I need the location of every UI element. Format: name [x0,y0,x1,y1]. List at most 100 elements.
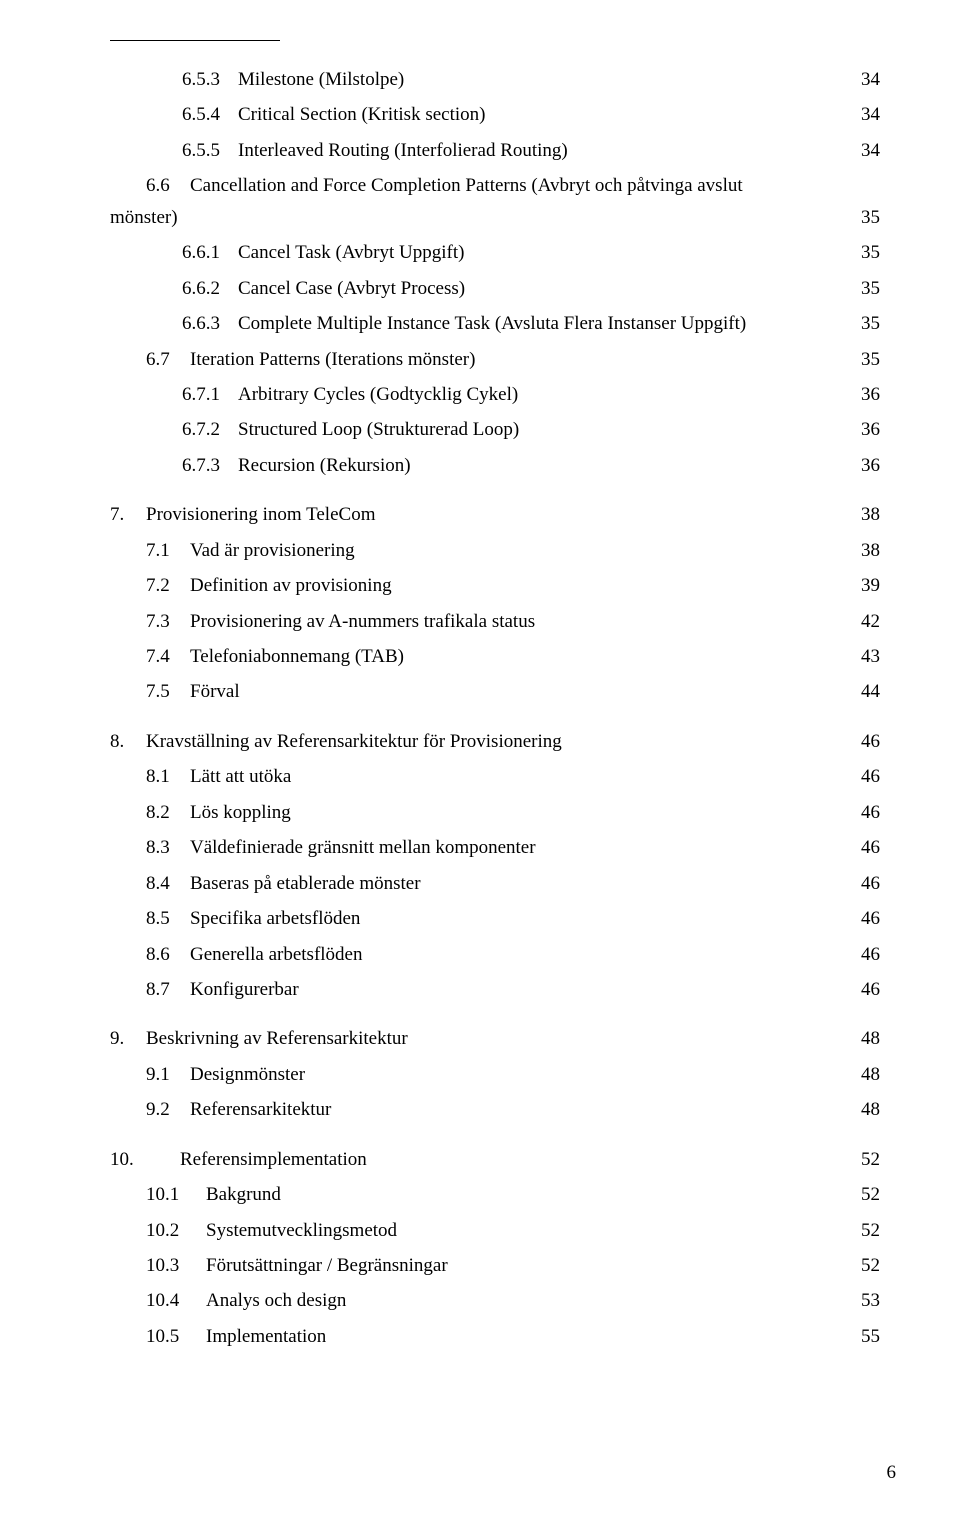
toc-entry-wrap: mönster) 35 [110,203,880,232]
toc-title: Lätt att utöka [190,762,850,791]
toc-title: Förval [190,677,850,706]
section-gap [110,1131,880,1145]
toc-number: 10.5 [146,1322,206,1351]
toc-number: 7.2 [146,571,190,600]
toc-title: Iteration Patterns (Iterations mönster) [190,345,850,374]
toc-page: 52 [850,1145,880,1174]
toc-title: Bakgrund [206,1180,850,1209]
toc-number: 6.7.2 [182,415,238,444]
toc-number: 6.6.3 [182,309,238,338]
toc-number: 6.6 [146,171,190,200]
toc-number: 7. [110,500,146,529]
toc-page: 43 [850,642,880,671]
toc-number: 8.3 [146,833,190,862]
toc-number: 6.6.2 [182,274,238,303]
toc-title: Milestone (Milstolpe) [238,65,850,94]
toc-page: 52 [850,1251,880,1280]
toc-number: 10.1 [146,1180,206,1209]
toc-page: 35 [850,238,880,267]
toc-number: 6.5.4 [182,100,238,129]
toc-title: Lös koppling [190,798,850,827]
toc-entry: 6.7.3 Recursion (Rekursion) 36 [110,451,880,480]
toc-entry: 8.5 Specifika arbetsflöden 46 [110,904,880,933]
toc-title: Interleaved Routing (Interfolierad Routi… [238,136,850,165]
toc-page: 34 [850,136,880,165]
toc-number: 7.1 [146,536,190,565]
toc-page: 38 [850,536,880,565]
toc-page: 42 [850,607,880,636]
toc-page: 36 [850,380,880,409]
toc-number: 6.7.1 [182,380,238,409]
toc-page: 46 [850,940,880,969]
toc-page: 48 [850,1024,880,1053]
toc-page: 55 [850,1322,880,1351]
toc-entry: 9.2 Referensarkitektur 48 [110,1095,880,1124]
toc-number: 7.5 [146,677,190,706]
toc-number: 10. [110,1145,180,1174]
toc-page: 34 [850,65,880,94]
toc-title: Beskrivning av Referensarkitektur [146,1024,850,1053]
toc-page: 35 [850,345,880,374]
toc-page: 36 [850,415,880,444]
toc-page: 39 [850,571,880,600]
toc-title: Väldefinierade gränsnitt mellan komponen… [190,833,850,862]
toc-title-wrap: mönster) [110,203,850,232]
toc-entry: 10. Referensimplementation 52 [110,1145,880,1174]
toc-page: 44 [850,677,880,706]
toc-page: 36 [850,451,880,480]
toc-entry: 8. Kravställning av Referensarkitektur f… [110,727,880,756]
toc-title: Analys och design [206,1286,850,1315]
toc-page: 53 [850,1286,880,1315]
toc-entry: 6.6.3 Complete Multiple Instance Task (A… [110,309,880,338]
toc-entry: 6.6.1 Cancel Task (Avbryt Uppgift) 35 [110,238,880,267]
toc-number: 6.5.3 [182,65,238,94]
toc-entry: 10.4 Analys och design 53 [110,1286,880,1315]
toc-number: 6.5.5 [182,136,238,165]
toc-entry: 6.6 Cancellation and Force Completion Pa… [110,171,880,200]
toc-entry: 9. Beskrivning av Referensarkitektur 48 [110,1024,880,1053]
toc-entry: 7.2 Definition av provisioning 39 [110,571,880,600]
toc-title: Cancel Task (Avbryt Uppgift) [238,238,850,267]
section-gap [110,1010,880,1024]
toc-entry: 6.6.2 Cancel Case (Avbryt Process) 35 [110,274,880,303]
toc-entry: 7.1 Vad är provisionering 38 [110,536,880,565]
toc-number: 7.3 [146,607,190,636]
toc-title: Konfigurerbar [190,975,850,1004]
toc-title: Provisionering inom TeleCom [146,500,850,529]
toc-entry: 8.4 Baseras på etablerade mönster 46 [110,869,880,898]
toc-number: 9. [110,1024,146,1053]
toc-number: 8.5 [146,904,190,933]
toc-page: 52 [850,1180,880,1209]
toc-title: Förutsättningar / Begränsningar [206,1251,850,1280]
top-rule [110,40,280,41]
toc-number: 10.4 [146,1286,206,1315]
toc-title: Definition av provisioning [190,571,850,600]
toc-number: 9.2 [146,1095,190,1124]
toc-page: 46 [850,904,880,933]
toc-entry: 8.3 Väldefinierade gränsnitt mellan komp… [110,833,880,862]
toc-page: 46 [850,798,880,827]
toc-title: Telefoniabonnemang (TAB) [190,642,850,671]
toc-entry: 6.7.1 Arbitrary Cycles (Godtycklig Cykel… [110,380,880,409]
toc-title: Cancel Case (Avbryt Process) [238,274,850,303]
toc-entry: 10.1 Bakgrund 52 [110,1180,880,1209]
toc-number: 8.7 [146,975,190,1004]
toc-number: 8.6 [146,940,190,969]
toc-entry: 6.5.3 Milestone (Milstolpe) 34 [110,65,880,94]
toc-entry: 7.5 Förval 44 [110,677,880,706]
toc-title: Vad är provisionering [190,536,850,565]
toc-entry: 7.4 Telefoniabonnemang (TAB) 43 [110,642,880,671]
toc-page: 46 [850,762,880,791]
toc-number: 8.1 [146,762,190,791]
toc-title: Systemutvecklingsmetod [206,1216,850,1245]
toc-entry: 10.3 Förutsättningar / Begränsningar 52 [110,1251,880,1280]
toc-title: Generella arbetsflöden [190,940,850,969]
toc-page: 46 [850,869,880,898]
toc-page: 35 [850,203,880,232]
toc-title: Recursion (Rekursion) [238,451,850,480]
toc-title: Provisionering av A-nummers trafikala st… [190,607,850,636]
toc-page: 52 [850,1216,880,1245]
toc-number: 8.4 [146,869,190,898]
toc-number: 6.7.3 [182,451,238,480]
toc-number: 10.3 [146,1251,206,1280]
